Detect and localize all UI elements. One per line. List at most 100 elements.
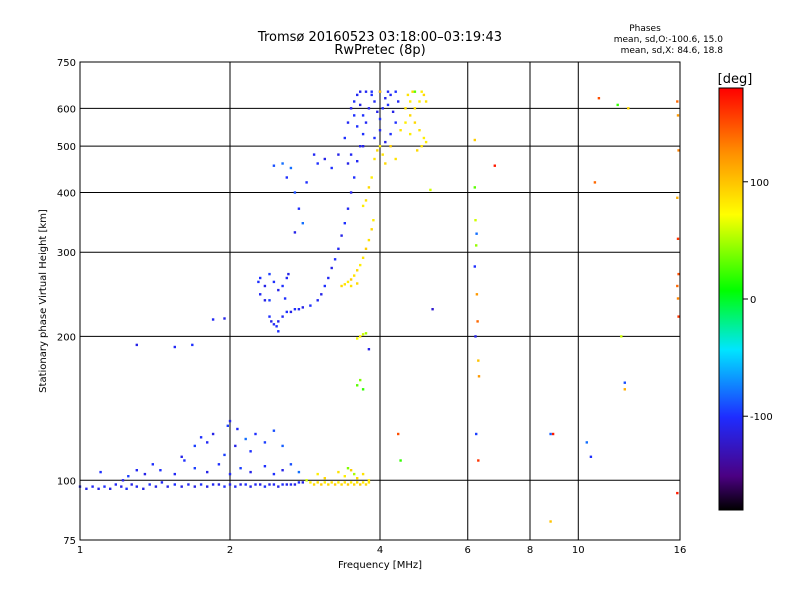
data-point: [193, 444, 196, 448]
data-point: [389, 132, 392, 136]
data-point: [281, 315, 284, 318]
data-point: [394, 90, 397, 93]
data-point: [399, 459, 402, 462]
plot-grid: [80, 62, 680, 540]
colorbar-tick-label: -100: [750, 412, 773, 423]
data-point: [356, 269, 359, 272]
data-point: [389, 93, 392, 97]
data-point: [389, 145, 392, 148]
data-point: [289, 310, 293, 314]
data-point: [384, 97, 387, 100]
data-point: [272, 429, 276, 432]
data-point: [474, 335, 477, 338]
x-tick-label: 10: [572, 545, 585, 556]
data-point: [361, 204, 365, 208]
data-point: [364, 483, 368, 486]
data-point: [549, 432, 552, 436]
data-point: [180, 455, 183, 458]
data-point: [206, 485, 209, 488]
data-point: [364, 90, 368, 93]
data-point: [103, 485, 106, 488]
data-point: [386, 103, 390, 107]
data-point: [327, 483, 330, 486]
data-point: [473, 138, 476, 142]
data-point: [356, 337, 359, 340]
data-point: [249, 485, 252, 488]
data-point: [420, 145, 423, 148]
data-point: [676, 491, 679, 495]
y-axis-ticks: 75 100 200 300 400 500 600 750: [57, 58, 76, 547]
data-point: [349, 469, 353, 472]
data-point: [384, 162, 387, 165]
data-point: [316, 162, 319, 165]
data-point: [281, 469, 284, 472]
data-point: [367, 238, 371, 242]
data-point: [399, 129, 402, 132]
data-point: [193, 467, 196, 470]
data-point: [418, 100, 421, 103]
data-point: [160, 481, 164, 484]
data-point: [473, 186, 476, 189]
data-point: [361, 256, 365, 259]
data-point: [346, 162, 350, 165]
data-point: [91, 485, 94, 488]
data-points: [78, 90, 680, 523]
data-point: [378, 90, 382, 93]
data-point: [217, 463, 221, 466]
data-point: [359, 335, 362, 338]
data-point: [206, 441, 209, 444]
data-point: [349, 278, 353, 281]
data-point: [585, 441, 588, 444]
data-point: [211, 432, 215, 436]
data-point: [356, 125, 359, 128]
phases-o-stats: mean, sd,O:-100.6, 15.0: [614, 35, 724, 45]
data-point: [285, 176, 288, 179]
data-point: [406, 93, 410, 97]
data-point: [373, 100, 376, 103]
data-point: [340, 483, 343, 486]
data-point: [275, 325, 278, 328]
data-point: [259, 293, 262, 296]
data-point: [254, 483, 257, 486]
data-point: [277, 320, 280, 323]
data-point: [239, 467, 242, 470]
y-tick-label: 750: [57, 58, 76, 69]
data-point: [353, 472, 356, 476]
plot-frame: [79, 61, 681, 541]
data-point: [228, 472, 232, 476]
data-point: [173, 345, 176, 349]
data-point: [309, 481, 312, 484]
data-point: [353, 176, 356, 179]
data-point: [272, 164, 276, 167]
data-point: [320, 483, 323, 486]
data-point: [263, 441, 267, 444]
data-point: [616, 103, 619, 107]
data-point: [378, 117, 382, 121]
data-point: [285, 483, 288, 486]
data-point: [346, 280, 350, 284]
data-point: [370, 176, 373, 179]
data-point: [109, 487, 112, 490]
data-point: [193, 485, 196, 488]
data-point: [297, 308, 301, 311]
data-point: [627, 107, 630, 110]
data-point: [281, 444, 284, 448]
data-point: [372, 219, 375, 222]
y-tick-label: 75: [63, 536, 76, 547]
colorbar-label: [deg]: [718, 72, 753, 87]
data-point: [397, 432, 400, 436]
data-point: [343, 222, 346, 225]
data-point: [272, 472, 276, 476]
data-point: [249, 450, 252, 453]
data-point: [114, 483, 117, 486]
data-point: [254, 432, 257, 436]
data-point: [424, 140, 428, 144]
data-point: [97, 487, 100, 490]
data-point: [297, 481, 301, 484]
data-point: [301, 306, 304, 309]
data-point: [259, 276, 262, 280]
data-point: [364, 199, 368, 202]
data-point: [353, 100, 356, 103]
data-point: [285, 310, 288, 314]
